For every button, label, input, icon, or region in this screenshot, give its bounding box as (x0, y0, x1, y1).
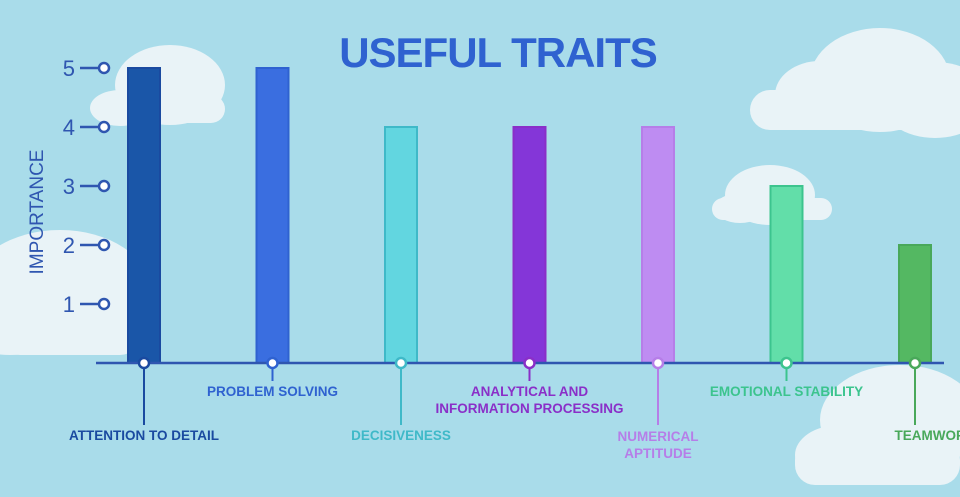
cloud-top-right (750, 28, 960, 138)
x-tick-marker (782, 358, 792, 368)
y-tick-marker (99, 181, 109, 191)
y-tick-label: 4 (63, 115, 75, 140)
y-tick-marker (99, 240, 109, 250)
y-tick-marker (99, 63, 109, 73)
y-tick-label: 3 (63, 174, 75, 199)
cloud-bottom-right (795, 365, 960, 485)
x-tick-label: DECISIVENESS (351, 428, 451, 443)
x-tick-marker (268, 358, 278, 368)
bar (128, 68, 160, 363)
y-tick-label: 5 (63, 56, 75, 81)
bar (257, 68, 289, 363)
y-tick-label: 2 (63, 233, 75, 258)
chart-title: USEFUL TRAITS (339, 29, 657, 76)
y-tick-marker (99, 299, 109, 309)
x-tick-label: TEAMWORK (895, 428, 960, 443)
x-tick-marker (653, 358, 663, 368)
y-tick-marker (99, 122, 109, 132)
bar (899, 245, 931, 363)
x-tick-label: ATTENTION TO DETAIL (69, 428, 219, 443)
x-tick-label: EMOTIONAL STABILITY (710, 384, 863, 399)
x-tick-label: PROBLEM SOLVING (207, 384, 338, 399)
x-tick-marker (139, 358, 149, 368)
y-tick-label: 1 (63, 292, 75, 317)
bar (514, 127, 546, 363)
x-tick-marker (396, 358, 406, 368)
bar (642, 127, 674, 363)
x-tick-marker (910, 358, 920, 368)
x-tick-marker (525, 358, 535, 368)
bar (771, 186, 803, 363)
bar (385, 127, 417, 363)
y-axis-label: IMPORTANCE (27, 150, 48, 275)
